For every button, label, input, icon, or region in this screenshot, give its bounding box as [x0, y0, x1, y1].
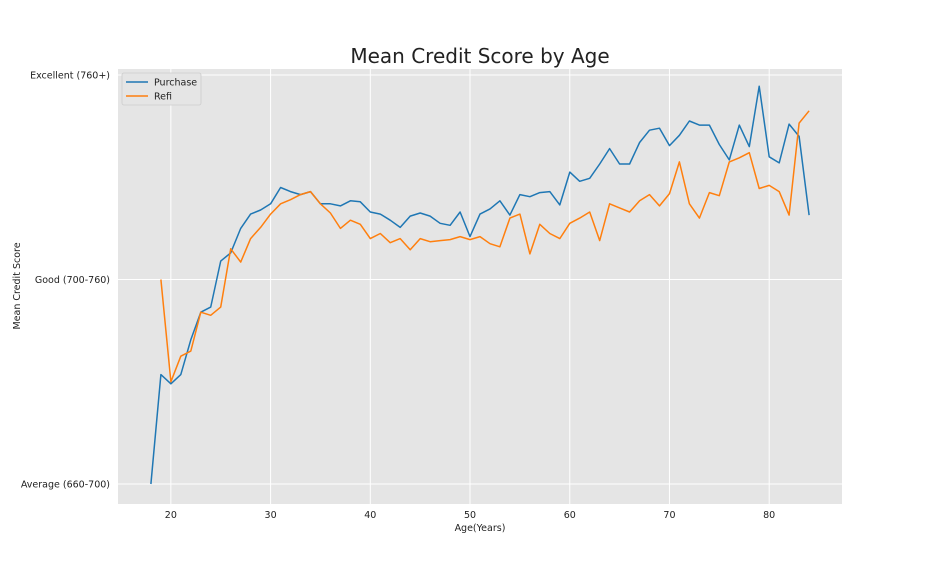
series-line-purchase	[150, 85, 810, 485]
legend: Purchase Refi	[121, 72, 202, 106]
legend-label: Refi	[154, 92, 172, 103]
legend-box	[121, 72, 202, 106]
x-tick-label: 20	[165, 510, 177, 521]
x-axis-label: Age(Years)	[455, 523, 506, 534]
y-axis: Average (660-700) Good (700-760) Excellent…	[21, 71, 110, 491]
y-tick-label: Average (660-700)	[21, 480, 110, 491]
y-tick-label: Good (700-760)	[35, 275, 110, 286]
x-tick-label: 60	[564, 510, 576, 521]
x-tick-label: 50	[464, 510, 476, 521]
x-tick-label: 40	[364, 510, 376, 521]
grid	[118, 69, 842, 504]
x-tick-label: 70	[663, 510, 675, 521]
y-axis-label: Mean Credit Score	[12, 242, 23, 329]
series-line-refi	[160, 110, 810, 383]
plot-area	[118, 69, 842, 504]
legend-label: Purchase	[154, 78, 197, 89]
series-lines	[150, 85, 810, 485]
y-tick-label: Excellent (760+)	[30, 71, 110, 82]
chart-title: Mean Credit Score by Age	[350, 44, 609, 68]
x-tick-label: 80	[763, 510, 775, 521]
x-axis: 20 30 40 50 60 70 80	[165, 510, 775, 521]
x-tick-label: 30	[265, 510, 277, 521]
